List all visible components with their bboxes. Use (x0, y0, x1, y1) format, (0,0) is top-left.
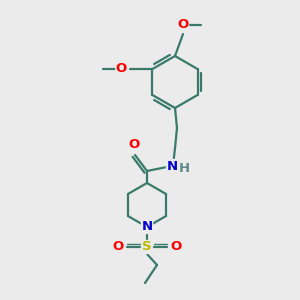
Text: O: O (112, 241, 124, 254)
Text: O: O (170, 241, 182, 254)
Text: N: N (141, 220, 153, 233)
Text: S: S (142, 241, 152, 254)
Text: N: N (167, 160, 178, 172)
Text: O: O (128, 139, 140, 152)
Text: O: O (177, 19, 189, 32)
Text: O: O (116, 62, 127, 76)
Text: H: H (178, 163, 190, 176)
